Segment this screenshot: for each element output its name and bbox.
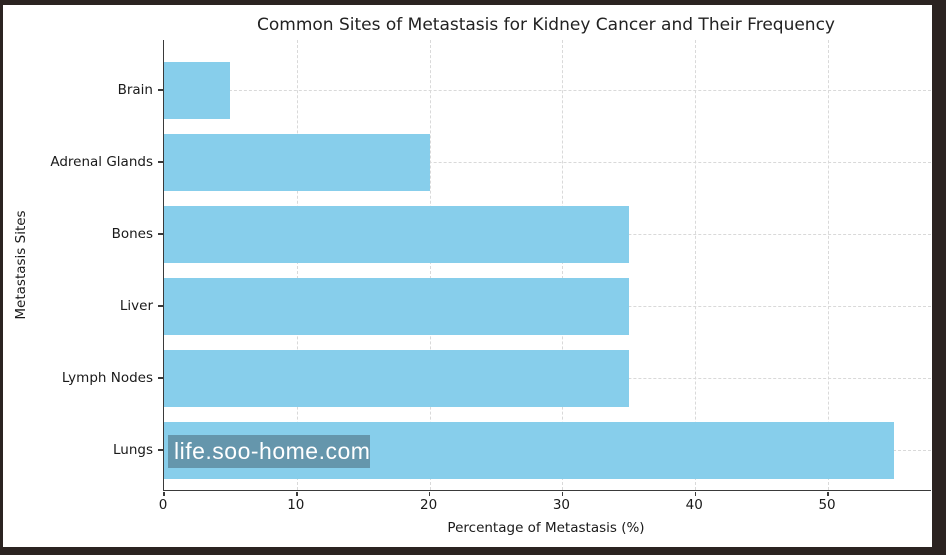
x-tick-mark: [827, 491, 829, 496]
x-gridline: [828, 40, 830, 490]
x-tick-label: 10: [287, 497, 305, 513]
x-axis-tick-labels: 0 10 20 30 40 50: [159, 497, 930, 515]
x-gridline: [695, 40, 697, 490]
y-tick-label: Bones: [111, 226, 153, 242]
y-tick-mark: [158, 449, 163, 451]
x-tick-label: 40: [685, 497, 703, 513]
x-tick-mark: [428, 491, 431, 496]
x-tick-mark: [296, 491, 298, 496]
y-tick-mark: [158, 89, 163, 91]
x-gridline: [296, 40, 298, 490]
y-axis-tick-labels: Brain Adrenal Glands Bones Liver Lymph Nodes…: [3, 40, 153, 490]
bar-adrenal-glands: [164, 133, 430, 191]
y-tick-label: Brain: [117, 82, 153, 98]
y-tick-label: Liver: [119, 298, 153, 314]
chart-figure: Common Sites of Metastasis for Kidney Ca…: [3, 5, 932, 547]
x-tick-mark: [561, 491, 564, 496]
watermark: life.soo-home.com: [168, 435, 370, 468]
x-tick-label: 50: [818, 497, 836, 513]
y-tick-label: Adrenal Glands: [50, 154, 153, 170]
bar-bones: [164, 205, 629, 263]
bar-liver: [164, 277, 629, 335]
x-tick-label: 0: [158, 497, 168, 513]
y-gridline: [164, 90, 931, 91]
x-gridline: [562, 40, 564, 490]
y-tick-mark: [158, 233, 163, 235]
y-tick-mark: [158, 377, 163, 379]
y-tick-label: Lymph Nodes: [61, 370, 153, 386]
bar-lymph-nodes: [164, 349, 629, 407]
y-gridline: [164, 162, 931, 163]
x-gridline: [429, 40, 431, 490]
x-tick-label: 20: [420, 497, 438, 513]
y-tick-label: Lungs: [113, 442, 153, 458]
y-tick-mark: [158, 161, 163, 163]
x-axis-title: Percentage of Metastasis (%): [447, 520, 645, 536]
x-tick-mark: [694, 491, 696, 496]
bar-brain: [164, 61, 231, 119]
x-tick-label: 30: [552, 497, 571, 513]
x-tick-mark: [163, 491, 165, 496]
plot-area: life.soo-home.com: [158, 40, 931, 496]
chart-title: Common Sites of Metastasis for Kidney Ca…: [257, 15, 835, 35]
y-tick-mark: [158, 305, 163, 307]
